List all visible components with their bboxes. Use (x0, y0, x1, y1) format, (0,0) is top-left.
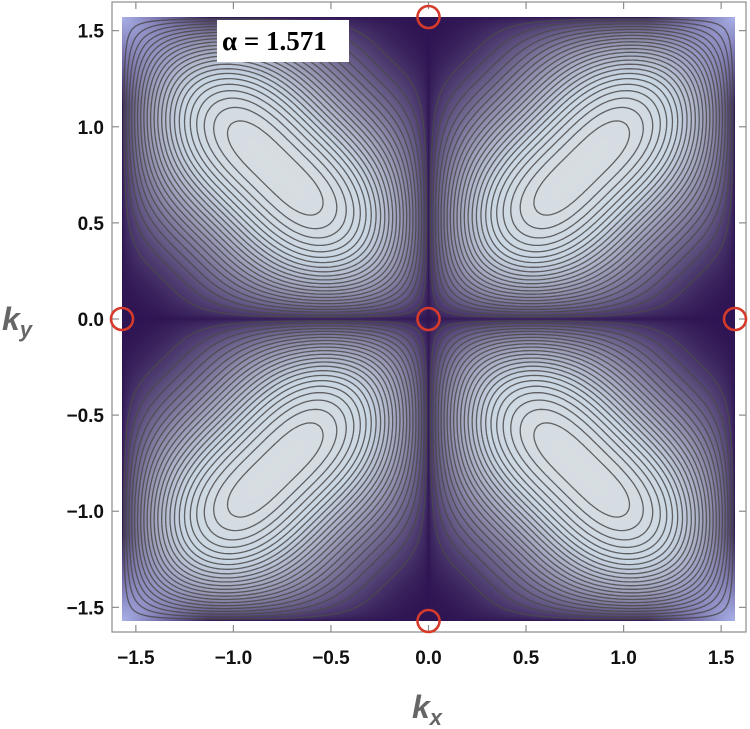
contour-field (122, 17, 735, 621)
singular-point-marker (416, 608, 441, 634)
contour-line (173, 68, 684, 570)
y-axis-label: ky (2, 301, 34, 342)
contour-line (189, 83, 668, 555)
contour-line (165, 59, 692, 579)
contour-line (196, 89, 661, 549)
contour-line (153, 48, 704, 590)
alpha-annotation: α = 1.571 (217, 20, 349, 62)
contour-line (169, 63, 688, 575)
alpha-annotation-text: α = 1.571 (222, 26, 327, 56)
x-tick-label: 1.0 (610, 648, 636, 669)
contour-line (128, 23, 729, 615)
contour-fill (122, 17, 735, 621)
contour-line (161, 55, 696, 583)
contour-line (149, 44, 708, 594)
singular-point-marker (722, 306, 748, 332)
contour-line (123, 18, 734, 620)
x-tick-label: −1.5 (117, 648, 155, 669)
singular-point-marker (109, 306, 135, 332)
y-tick-label: −0.5 (66, 406, 104, 427)
x-axis-ticks: −1.5 −1.0 −0.5 0.0 0.5 1.0 1.5 (117, 2, 735, 669)
singular-point-marker (416, 306, 441, 332)
contour-line (203, 97, 654, 541)
y-tick-label: 0.5 (78, 214, 105, 235)
x-tick-label: 1.5 (708, 648, 735, 669)
y-tick-label: 1.0 (78, 118, 104, 139)
y-tick-label: 1.5 (78, 22, 105, 43)
y-tick-label: 0.0 (78, 310, 104, 331)
contour-line (213, 106, 644, 532)
contour-line (131, 25, 726, 613)
singular-point-marker (416, 4, 441, 30)
contour-line (178, 72, 679, 566)
contour-line (146, 41, 711, 597)
contour-line (143, 37, 714, 601)
x-tick-label: −1.0 (215, 648, 253, 669)
contour-line (125, 20, 732, 618)
y-axis-ticks: 1.5 1.0 0.5 0.0 −0.5 −1.0 −1.5 (66, 22, 746, 619)
x-tick-label: 0.0 (415, 648, 441, 669)
x-tick-label: −0.5 (312, 648, 350, 669)
y-tick-label: −1.0 (66, 502, 104, 523)
contour-line (140, 34, 717, 604)
contour-line (183, 77, 674, 561)
contour-line (136, 31, 721, 607)
contour-line (157, 51, 700, 587)
x-tick-label: 0.5 (513, 648, 540, 669)
x-axis-label: kx (412, 689, 443, 729)
y-tick-label: −1.5 (66, 598, 104, 619)
singular-point-markers (109, 4, 748, 634)
contour-line (226, 120, 631, 518)
